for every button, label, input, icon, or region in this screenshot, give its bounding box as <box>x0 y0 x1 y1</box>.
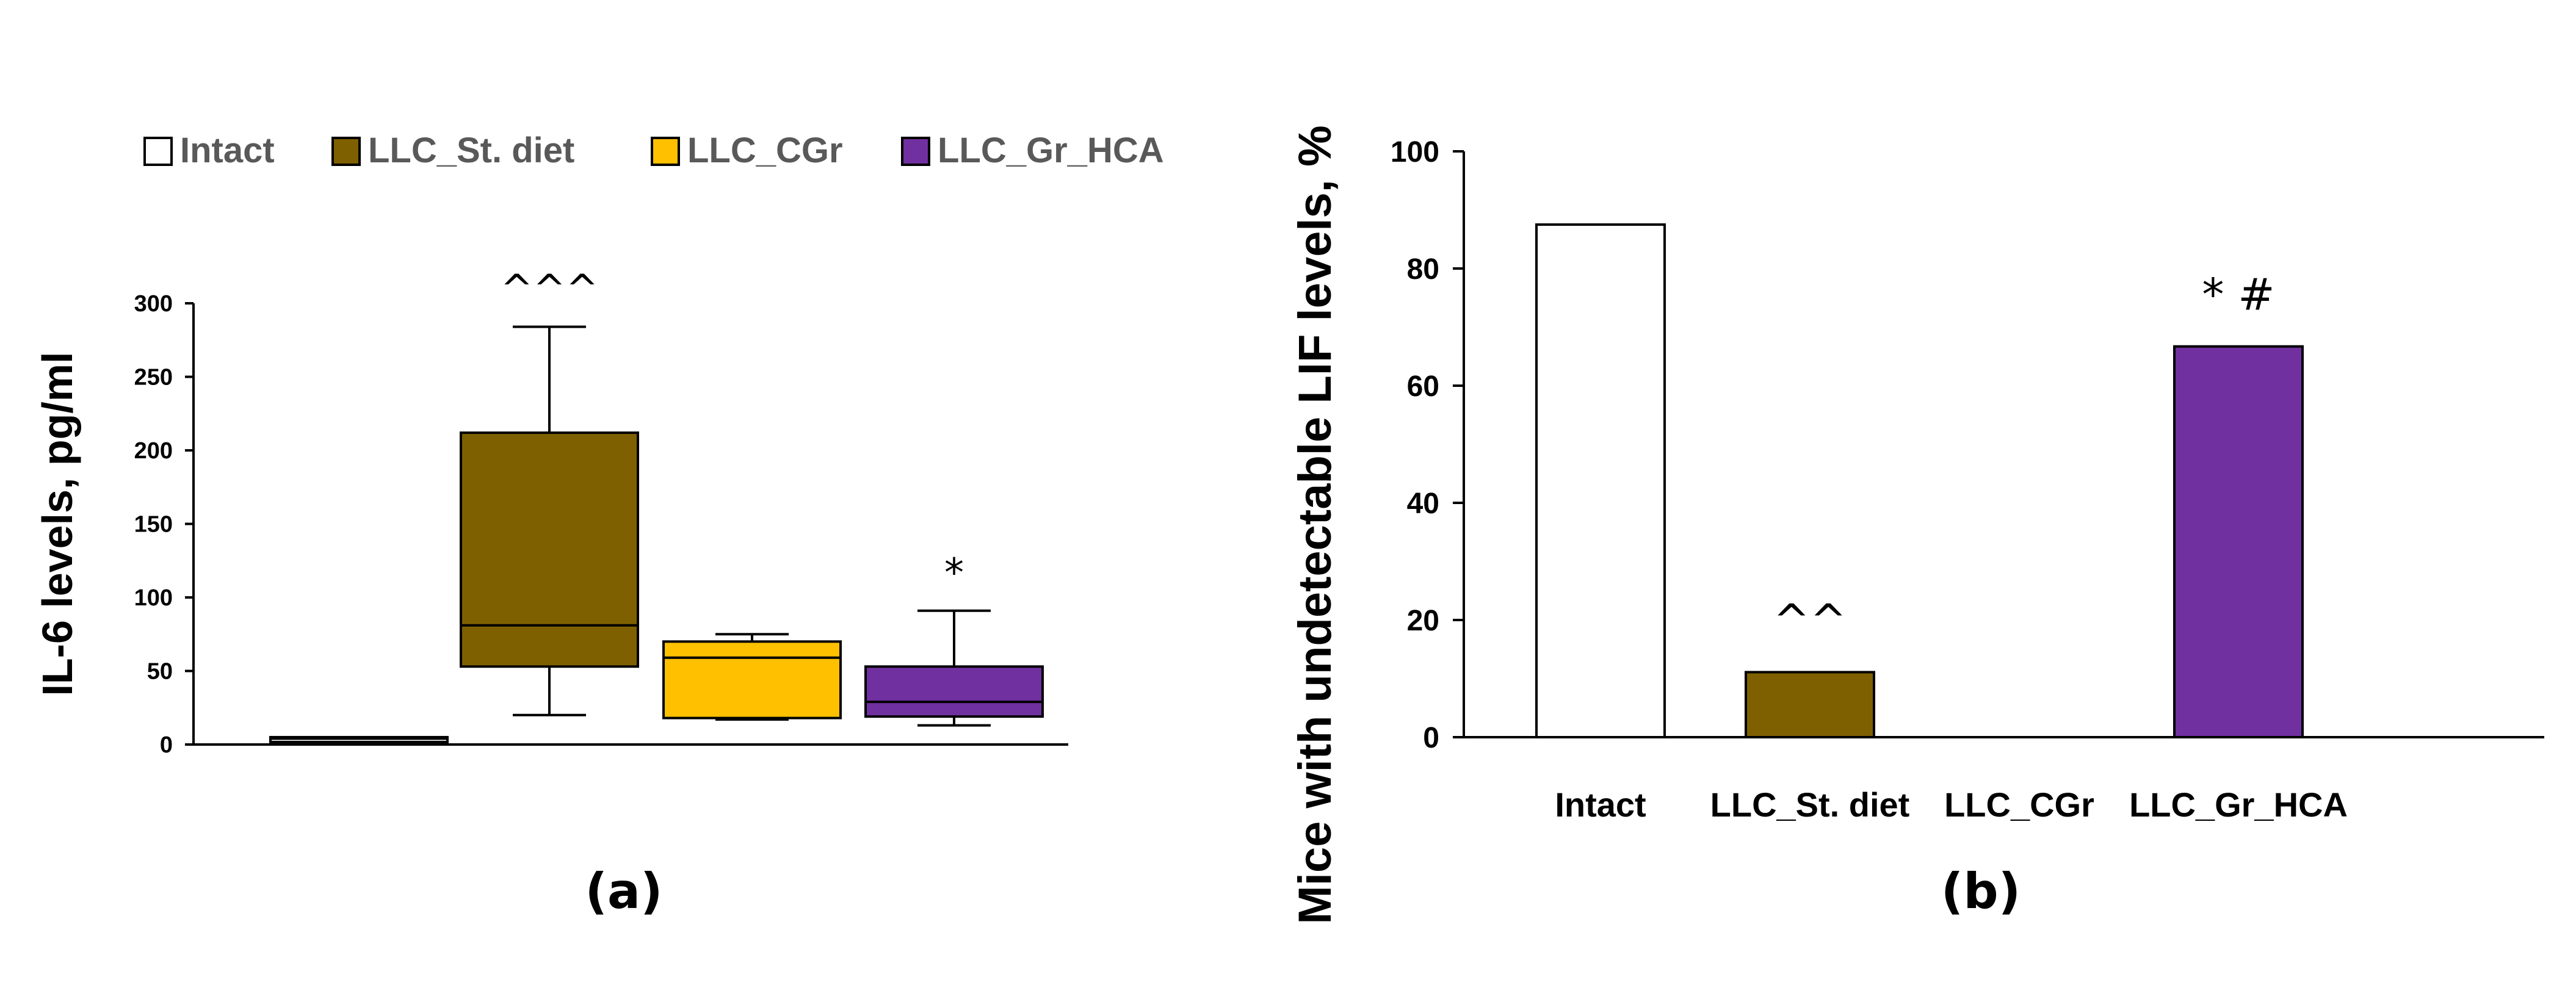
y-tick-label: 40 <box>1407 488 1439 520</box>
legend: Intact LLC_St. diet LLC_CGr LLC_Gr_HCA <box>143 131 1164 170</box>
y-axis-title: Mice with undetectable LIF levels, % <box>1289 125 1341 924</box>
box-llc-gr-hca <box>864 665 1044 718</box>
bar-llc-st-diet <box>1745 671 1875 738</box>
annotation-llc-gr-hca: * # <box>2202 269 2274 320</box>
y-tick-label: 80 <box>1407 253 1439 286</box>
legend-swatch-llc-cgr <box>651 137 680 166</box>
bar-llc-gr-hca <box>2173 345 2304 738</box>
legend-swatch-llc-gr-hca <box>901 137 930 166</box>
x-tick-label-llc-cgr: LLC_CGr <box>1944 785 2094 824</box>
y-tick-label: 100 <box>1391 136 1439 168</box>
y-tick-label: 200 <box>134 438 173 464</box>
y-tick-label: 50 <box>147 659 173 685</box>
annotation-llc-gr-hca: * <box>944 551 964 596</box>
y-tick-label: 20 <box>1407 605 1439 637</box>
panel-b-bar-chart: 0 20 40 60 80 100 Mice with undetectable LIF l… <box>1289 125 2544 925</box>
x-tick-label-llc-gr-hca: LLC_Gr_HCA <box>2129 785 2348 824</box>
y-tick-label: 0 <box>160 732 173 758</box>
bar-intact <box>1535 223 1666 738</box>
legend-label-llc-cgr: LLC_CGr <box>687 131 843 170</box>
y-tick-label: 250 <box>134 365 173 391</box>
y-tick-label: 300 <box>134 291 173 317</box>
legend-swatch-llc-st-diet <box>331 137 361 166</box>
panel-label-b: (b) <box>1941 863 2021 920</box>
y-tick-label: 100 <box>134 585 173 611</box>
legend-label-llc-st-diet: LLC_St. diet <box>368 131 574 170</box>
y-tick-label: 150 <box>134 512 173 538</box>
legend-label-llc-gr-hca: LLC_Gr_HCA <box>938 131 1164 170</box>
box-llc-cgr <box>662 640 842 719</box>
annotation-llc-st-diet: ^^ <box>1773 594 1847 646</box>
y-tick-label: 0 <box>1423 722 1439 754</box>
box-llc-st-diet <box>460 431 639 668</box>
panel-a-box-plot: 0 50 100 150 200 250 300 IL-6 levels, pg/ml ^^^ *… <box>34 131 1164 920</box>
x-tick-label-llc-st-diet: LLC_St. diet <box>1710 785 1910 824</box>
legend-label-intact: Intact <box>180 131 275 170</box>
legend-swatch-intact <box>143 137 173 166</box>
annotation-llc-st-diet: ^^^ <box>501 267 599 312</box>
x-tick-label-intact: Intact <box>1555 785 1646 824</box>
y-axis-title: IL-6 levels, pg/ml <box>34 352 81 696</box>
panel-label-a: (a) <box>585 863 662 920</box>
y-tick-label: 60 <box>1407 370 1439 403</box>
